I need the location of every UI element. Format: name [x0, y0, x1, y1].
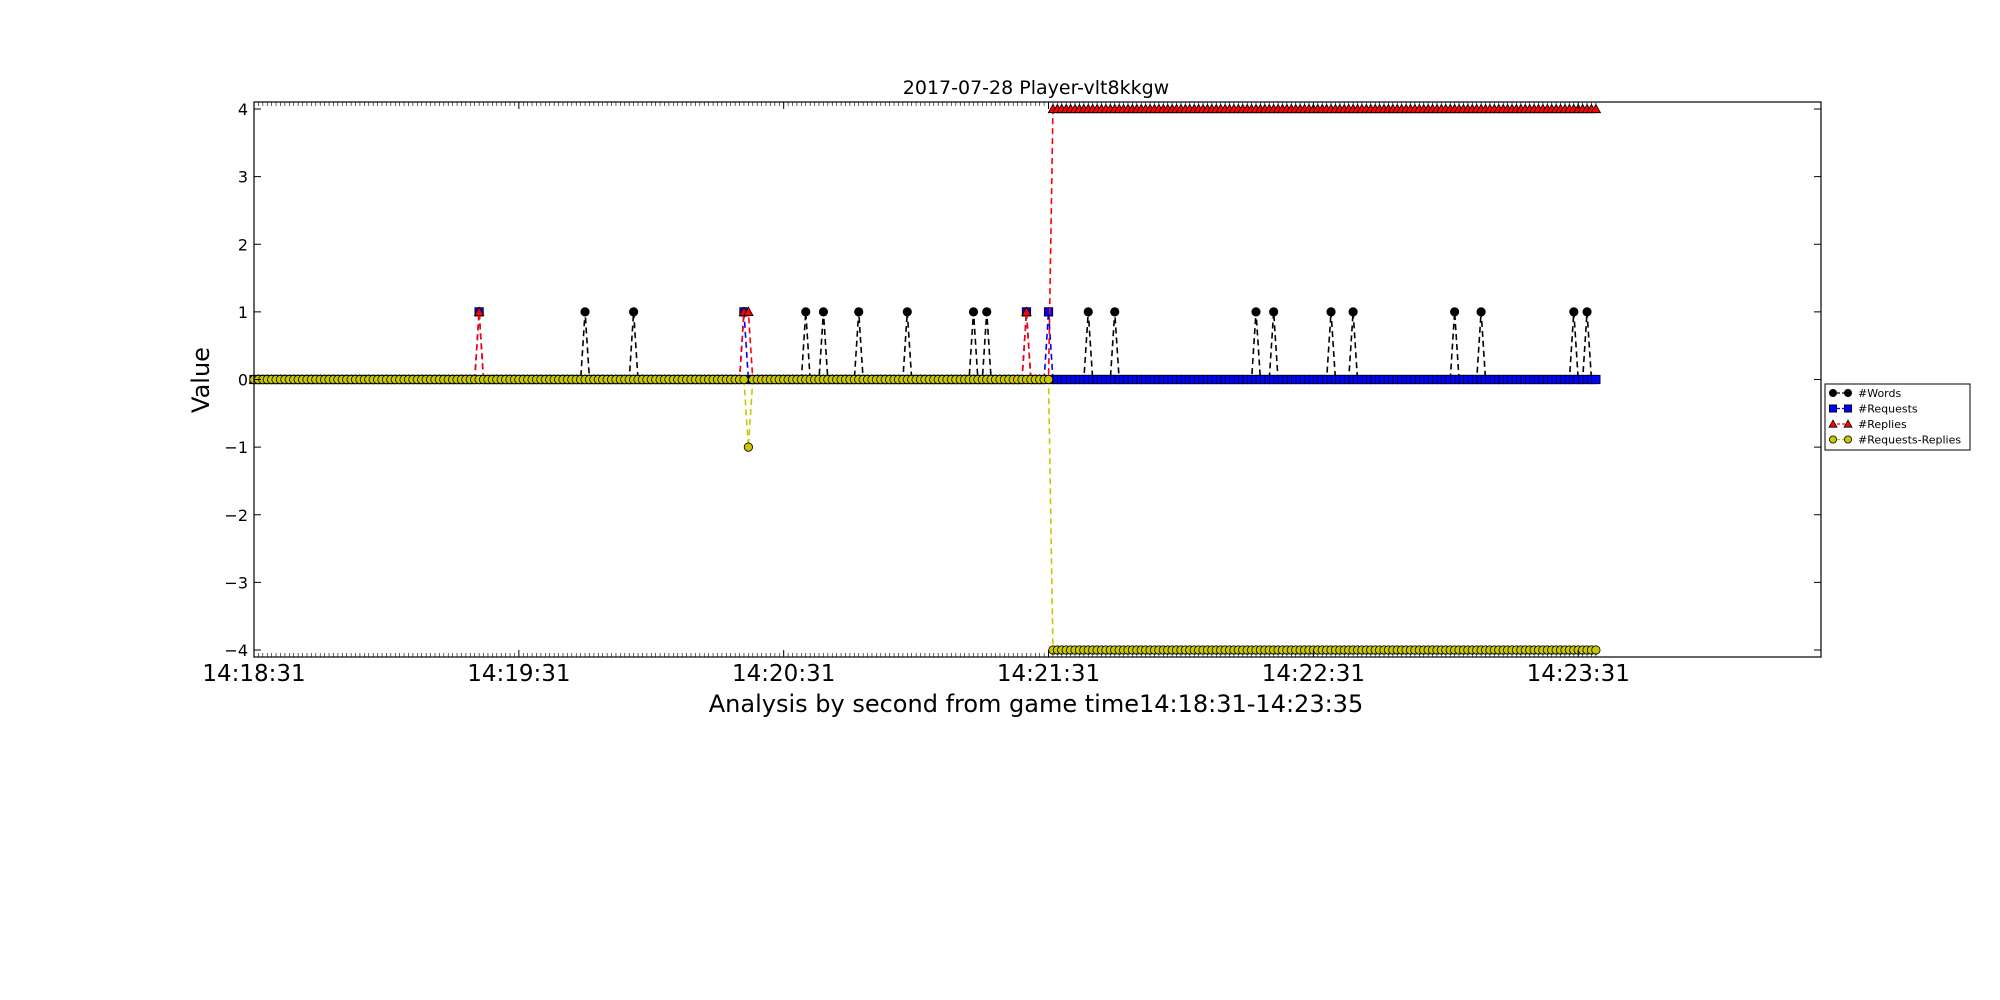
- legend-marker: [1844, 388, 1853, 397]
- legend-marker: [1844, 404, 1853, 413]
- data-point: [1590, 103, 1602, 114]
- y-axis-label: Value: [187, 347, 215, 413]
- series-requests: [249, 307, 1601, 385]
- data-point: [739, 374, 749, 385]
- x-tick-label: 14:22:31: [1262, 661, 1365, 687]
- data-point: [1476, 307, 1486, 317]
- series-line: [254, 311, 1596, 381]
- series-words: [249, 307, 1601, 385]
- y-tick-label: −1: [224, 438, 248, 457]
- y-tick-label: 3: [238, 168, 248, 187]
- y-tick-label: −3: [224, 573, 248, 592]
- y-tick-label: 1: [238, 303, 248, 322]
- y-tick-label: 2: [238, 235, 248, 254]
- legend-marker: [1829, 388, 1838, 397]
- x-tick-label: 14:20:31: [732, 661, 835, 687]
- legend-marker: [1829, 435, 1838, 444]
- data-point: [1110, 307, 1120, 317]
- data-point: [1083, 307, 1093, 317]
- x-axis-label: Analysis by second from game time14:18:3…: [709, 690, 1363, 718]
- series-requestsreplies: [249, 374, 1601, 655]
- data-point: [982, 307, 992, 317]
- x-tick-label: 14:19:31: [467, 661, 570, 687]
- legend-entry-label: #Requests: [1858, 403, 1918, 416]
- series-line: [254, 311, 1596, 381]
- y-tick-label: −2: [224, 506, 248, 525]
- data-point: [743, 442, 753, 452]
- data-point: [801, 307, 811, 317]
- legend-entry-label: #Replies: [1858, 418, 1907, 431]
- data-point: [1269, 307, 1279, 317]
- series-line: [254, 378, 1596, 651]
- data-point: [473, 306, 485, 316]
- y-tick-label: −4: [224, 641, 248, 660]
- x-tick-label: 14:18:31: [202, 661, 305, 687]
- data-point: [902, 307, 912, 317]
- series-line: [254, 108, 1596, 381]
- data-point: [968, 307, 979, 317]
- data-point: [580, 307, 590, 317]
- data-point: [1326, 307, 1336, 317]
- chart-title: 2017-07-28 Player-vlt8kkgw: [903, 77, 1169, 99]
- data-point: [1582, 307, 1592, 317]
- data-point: [629, 307, 639, 317]
- x-tick-label: 14:23:31: [1527, 661, 1630, 687]
- data-point: [1569, 307, 1579, 317]
- data-point: [1348, 307, 1358, 317]
- data-point: [743, 306, 754, 316]
- y-tick-label: 4: [238, 100, 248, 119]
- data-point: [1251, 307, 1261, 317]
- x-tick-label: 14:21:31: [997, 661, 1100, 687]
- data-point: [1043, 374, 1054, 385]
- legend-marker: [1843, 419, 1853, 428]
- data-point: [1021, 306, 1032, 316]
- legend-marker: [1828, 419, 1838, 428]
- series-replies: [248, 103, 1602, 384]
- legend: #Words #Requests #Replies #Requests-Replies: [1824, 383, 1971, 451]
- data-point: [1043, 307, 1054, 317]
- data-point: [818, 307, 829, 317]
- data-point: [1591, 645, 1601, 655]
- legend-entry-label: #Words: [1858, 387, 1901, 400]
- y-tick-label: 0: [238, 371, 248, 390]
- legend-entry-label: #Requests-Replies: [1858, 434, 1961, 447]
- data-point: [854, 307, 864, 317]
- legend-marker: [1844, 435, 1853, 444]
- legend-marker: [1829, 404, 1838, 413]
- data-point: [1450, 307, 1460, 317]
- data-point: [1591, 374, 1601, 385]
